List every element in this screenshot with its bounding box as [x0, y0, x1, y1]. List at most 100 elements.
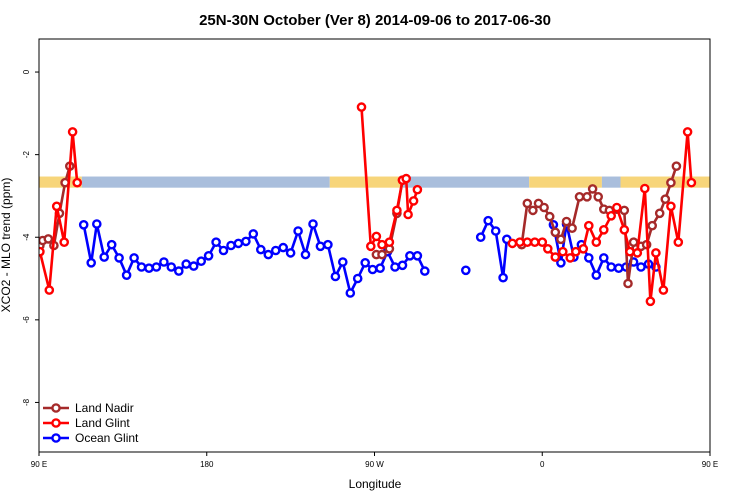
x-axis-label: Longitude — [349, 477, 402, 491]
band-segment-ocean — [601, 176, 621, 188]
data-point-land-nadir — [647, 220, 658, 231]
data-point-land-nadir — [567, 223, 577, 233]
data-point-land-glint — [371, 231, 382, 242]
data-point-land-nadir — [666, 177, 676, 188]
data-point-ocean-glint — [397, 260, 408, 271]
data-point-ocean-glint — [360, 257, 371, 268]
legend-item-land-glint: Land Glint — [43, 416, 130, 430]
y-tick-label: -8 — [22, 398, 31, 406]
legend-label: Ocean Glint — [75, 431, 139, 445]
data-point-ocean-glint — [78, 219, 89, 230]
data-point-land-glint — [550, 252, 561, 262]
legend-label: Land Glint — [75, 416, 130, 430]
data-point-ocean-glint — [181, 259, 191, 269]
legend-marker — [51, 433, 61, 443]
data-point-land-glint — [377, 239, 387, 250]
data-point-ocean-glint — [129, 253, 139, 263]
series-line-land-glint — [512, 130, 693, 303]
data-point-land-glint — [72, 177, 82, 188]
data-point-land-glint — [522, 237, 533, 247]
data-point-land-glint — [558, 246, 568, 257]
data-point-land-glint — [537, 237, 548, 247]
data-point-land-nadir — [628, 237, 639, 247]
data-point-ocean-glint — [606, 262, 617, 272]
data-point-ocean-glint — [636, 262, 646, 272]
data-point-land-glint — [403, 209, 413, 220]
data-point-ocean-glint — [345, 288, 356, 298]
legend-marker — [51, 403, 61, 413]
data-point-ocean-glint — [498, 272, 508, 283]
data-point-land-glint — [632, 248, 643, 258]
data-point-land-glint — [51, 201, 62, 212]
data-point-land-glint — [67, 127, 78, 137]
data-point-ocean-glint — [460, 265, 471, 276]
data-point-ocean-glint — [270, 245, 281, 256]
data-point-land-glint — [565, 253, 576, 263]
data-point-land-glint — [640, 183, 650, 194]
data-point-land-glint — [599, 224, 609, 235]
data-point-ocean-glint — [285, 248, 296, 258]
data-point-land-glint — [384, 237, 395, 247]
data-point-ocean-glint — [308, 219, 318, 229]
data-point-ocean-glint — [211, 237, 221, 247]
data-point-ocean-glint — [390, 262, 400, 272]
data-point-ocean-glint — [419, 266, 430, 276]
data-point-ocean-glint — [337, 257, 348, 267]
data-point-ocean-glint — [203, 250, 214, 261]
data-point-land-nadir — [377, 249, 387, 260]
series-line-land-glint — [39, 130, 79, 292]
data-point-land-nadir — [544, 211, 555, 222]
data-point-land-glint — [612, 202, 622, 213]
data-point-ocean-glint — [136, 262, 147, 272]
data-point-land-nadir — [587, 184, 598, 194]
data-point-ocean-glint — [367, 264, 378, 275]
data-point-land-glint — [584, 220, 594, 231]
x-tick-label: 90 E — [31, 460, 47, 469]
data-point-land-glint — [392, 205, 402, 216]
data-point-ocean-glint — [613, 263, 624, 274]
data-point-ocean-glint — [99, 252, 109, 262]
data-point-ocean-glint — [226, 240, 236, 251]
data-point-ocean-glint — [483, 215, 494, 226]
data-point-land-glint — [408, 196, 419, 206]
data-point-ocean-glint — [166, 262, 177, 272]
data-point-ocean-glint — [255, 244, 266, 255]
data-point-land-glint — [625, 246, 635, 257]
data-point-land-glint — [543, 243, 553, 254]
data-point-ocean-glint — [233, 238, 244, 249]
data-point-ocean-glint — [599, 253, 609, 263]
data-point-ocean-glint — [556, 257, 566, 268]
data-point-land-glint — [578, 243, 589, 254]
data-point-ocean-glint — [106, 239, 117, 250]
data-point-ocean-glint — [293, 226, 303, 236]
data-point-ocean-glint — [412, 250, 423, 261]
data-point-ocean-glint — [490, 226, 501, 236]
data-point-ocean-glint — [584, 253, 594, 263]
data-point-land-glint — [59, 237, 69, 247]
data-point-ocean-glint — [278, 242, 289, 253]
x-tick-label: 0 — [540, 460, 545, 469]
data-point-land-nadir — [556, 234, 566, 245]
data-point-land-nadir — [550, 227, 561, 238]
data-point-land-glint — [507, 238, 518, 249]
data-point-land-nadir — [43, 234, 54, 244]
data-point-ocean-glint — [121, 270, 132, 281]
data-point-land-glint — [606, 210, 617, 221]
data-point-ocean-glint — [196, 256, 206, 267]
data-point-land-glint — [591, 237, 602, 247]
data-point-land-nadir — [619, 205, 630, 216]
data-point-ocean-glint — [405, 250, 415, 261]
data-point-ocean-glint — [352, 273, 363, 284]
data-point-ocean-glint — [173, 266, 184, 276]
data-point-land-nadir — [522, 198, 533, 209]
data-point-ocean-glint — [241, 236, 251, 247]
chart-title: 25N-30N October (Ver 8) 2014-09-06 to 20… — [199, 12, 551, 29]
data-point-land-glint — [686, 177, 697, 188]
data-point-land-glint — [645, 296, 656, 307]
data-point-ocean-glint — [92, 219, 102, 229]
data-point-ocean-glint — [144, 263, 154, 274]
data-point-ocean-glint — [248, 229, 259, 239]
band-segment-land — [529, 176, 602, 188]
data-point-land-glint — [651, 248, 661, 258]
